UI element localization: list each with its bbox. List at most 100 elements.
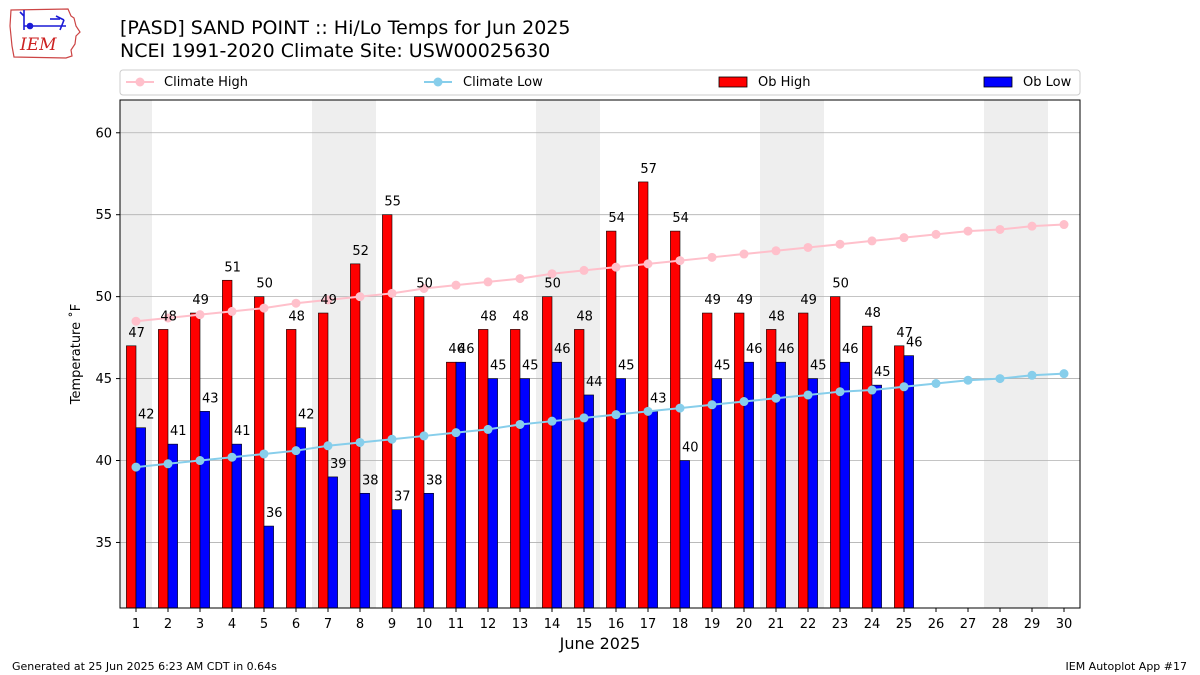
climate-low-point [451,428,461,438]
climate-low-point [675,403,685,413]
ob-low-value-label: 46 [778,342,795,357]
x-tick-label: 22 [800,617,817,632]
app-credit: IEM Autoplot App #17 [1065,660,1188,673]
climate-low-point [419,431,429,441]
climate-high-point [547,269,557,279]
x-tick-label: 24 [864,617,881,632]
climate-high-point [611,262,621,272]
ob-high-bar [446,361,457,609]
climate-high-point [771,246,781,256]
climate-low-point [387,434,397,444]
ob-low-bar [391,509,402,609]
climate-high-point [675,256,685,266]
climate-high-point [483,277,493,287]
ob-low-bar [903,355,914,609]
climate-low-point [547,416,557,426]
climate-low-line [135,372,1065,469]
grid-lines [120,132,1080,543]
ob-high-bar [862,325,873,609]
ob-high-bar [606,230,617,609]
weekend-band [1016,100,1048,608]
ob-high-value-label: 48 [288,309,305,324]
climate-low-point [963,375,973,385]
legend-ob-high-swatch [718,76,748,88]
x-tick-label: 30 [1056,617,1073,632]
ob-high-bar [286,329,297,609]
ob-high-value-label: 48 [512,309,529,324]
x-tick-label: 7 [324,617,332,632]
ob-low-bar [807,378,818,609]
climate-low-point [835,387,845,397]
climate-low-point [771,393,781,403]
logo-text: IEM [19,35,57,55]
x-tick-label: 1 [132,617,140,632]
climate-low-point [195,456,205,466]
x-tick-label: 15 [576,617,593,632]
ob-low-value-label: 46 [906,336,923,351]
ob-high-bar [670,230,681,609]
ob-low-value-label: 45 [874,365,891,380]
climate-low-point [227,452,237,462]
climate-low-point [899,382,909,392]
y-tick-label: 60 [95,126,112,141]
ob-high-bar [158,329,169,609]
climate-low-point [931,378,941,388]
ob-low-bar [551,361,562,609]
x-tick-label: 26 [928,617,945,632]
climate-high-point [227,306,237,316]
ob-low-value-label: 45 [618,359,635,374]
ob-low-bar [711,378,722,609]
climate-low-point [323,441,333,451]
ob-high-value-label: 48 [768,309,785,324]
climate-low-point [259,449,269,459]
climate-low-point [707,400,717,410]
ob-high-value-label: 51 [224,260,241,275]
ob-low-value-label: 45 [522,359,539,374]
ob-high-value-label: 49 [320,293,337,308]
ob-high-value-label: 48 [160,309,177,324]
weather-instruments-icon [19,10,66,31]
ob-high-value-label: 46 [448,342,465,357]
x-tick-label: 9 [388,617,396,632]
climate-high-point [163,313,173,323]
ob-low-value-label: 37 [394,490,411,505]
climate-high-point [803,242,813,252]
ob-low-value-label: 42 [138,408,155,423]
ob-low-value-label: 43 [202,391,219,406]
climate-high-line [135,223,1065,323]
climate-high-point [739,249,749,259]
ob-low-bar [487,378,498,609]
ob-low-bar [839,361,850,609]
ob-low-bar [135,427,146,609]
ob-high-bar [830,296,841,609]
climate-low-point [355,437,365,447]
ob-high-value-label: 57 [640,162,657,177]
x-tick-label: 23 [832,617,849,632]
ob-low-value-label: 38 [362,473,379,488]
ob-high-value-label: 50 [832,277,849,292]
climate-low-point [867,385,877,395]
x-tick-label: 2 [164,617,172,632]
x-tick-label: 25 [896,617,913,632]
x-tick-label: 20 [736,617,753,632]
ob-low-bar [583,394,594,609]
ob-low-value-label: 38 [426,473,443,488]
climate-low-point [995,374,1005,384]
climate-high-point [323,295,333,305]
ob-high-value-label: 52 [352,244,369,259]
ob-high-bar [702,312,713,609]
weekend-band [984,100,1016,608]
ob-high-value-label: 47 [128,326,145,341]
generated-timestamp: Generated at 25 Jun 2025 6:23 AM CDT in … [12,660,277,673]
ob-high-value-label: 49 [192,293,209,308]
climate-high-point [1027,221,1037,231]
climate-high-point [451,280,461,290]
ob-high-value-label: 55 [384,195,401,210]
x-tick-label: 16 [608,617,625,632]
ob-low-value-label: 40 [682,441,699,456]
climate-low-point [803,390,813,400]
legend-box [119,69,1081,96]
plot-frame [119,99,1081,609]
ob-low-value-label: 41 [170,424,187,439]
